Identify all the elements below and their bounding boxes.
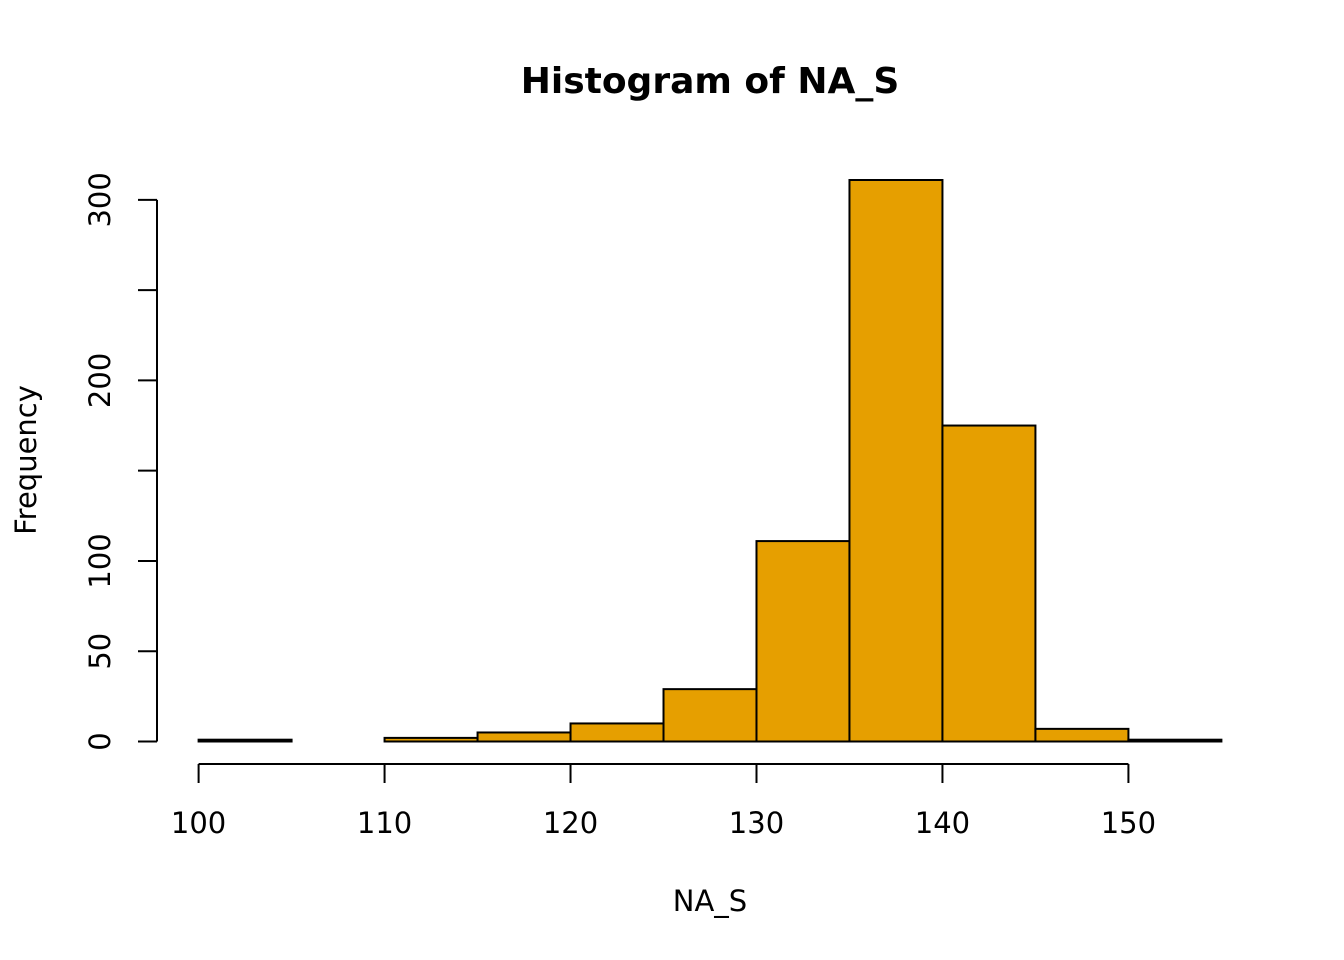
- histogram-bar: [755, 540, 851, 743]
- y-tick-label: 200: [83, 353, 117, 408]
- x-tick-label: 120: [543, 806, 598, 840]
- x-tick-label: 130: [729, 806, 784, 840]
- y-axis-label: Frequency: [9, 385, 43, 535]
- y-tick-label: 300: [83, 172, 117, 227]
- histogram-bar: [848, 179, 944, 743]
- bars-group: [197, 179, 1223, 743]
- histogram-bar: [941, 424, 1037, 743]
- y-axis: 0 50 100 200 300: [83, 172, 158, 751]
- y-tick-label: 0: [83, 732, 117, 750]
- x-tick-label: 140: [915, 806, 970, 840]
- histogram-bar: [1127, 738, 1223, 743]
- histogram-bar: [476, 731, 572, 743]
- x-tick-label: 150: [1101, 806, 1156, 840]
- x-axis-label: NA_S: [673, 884, 747, 918]
- histogram-bar: [1034, 727, 1130, 743]
- histogram-bar: [569, 722, 665, 743]
- histogram-bar: [662, 688, 758, 743]
- x-axis: 100 110 120 130 140 150: [171, 763, 1156, 840]
- y-tick-label: 100: [83, 533, 117, 588]
- chart-title: Histogram of NA_S: [521, 61, 900, 102]
- histogram-bar: [197, 738, 293, 743]
- histogram-bar: [383, 736, 479, 743]
- x-tick-label: 110: [357, 806, 412, 840]
- y-tick-label: 50: [83, 633, 117, 670]
- x-tick-label: 100: [171, 806, 226, 840]
